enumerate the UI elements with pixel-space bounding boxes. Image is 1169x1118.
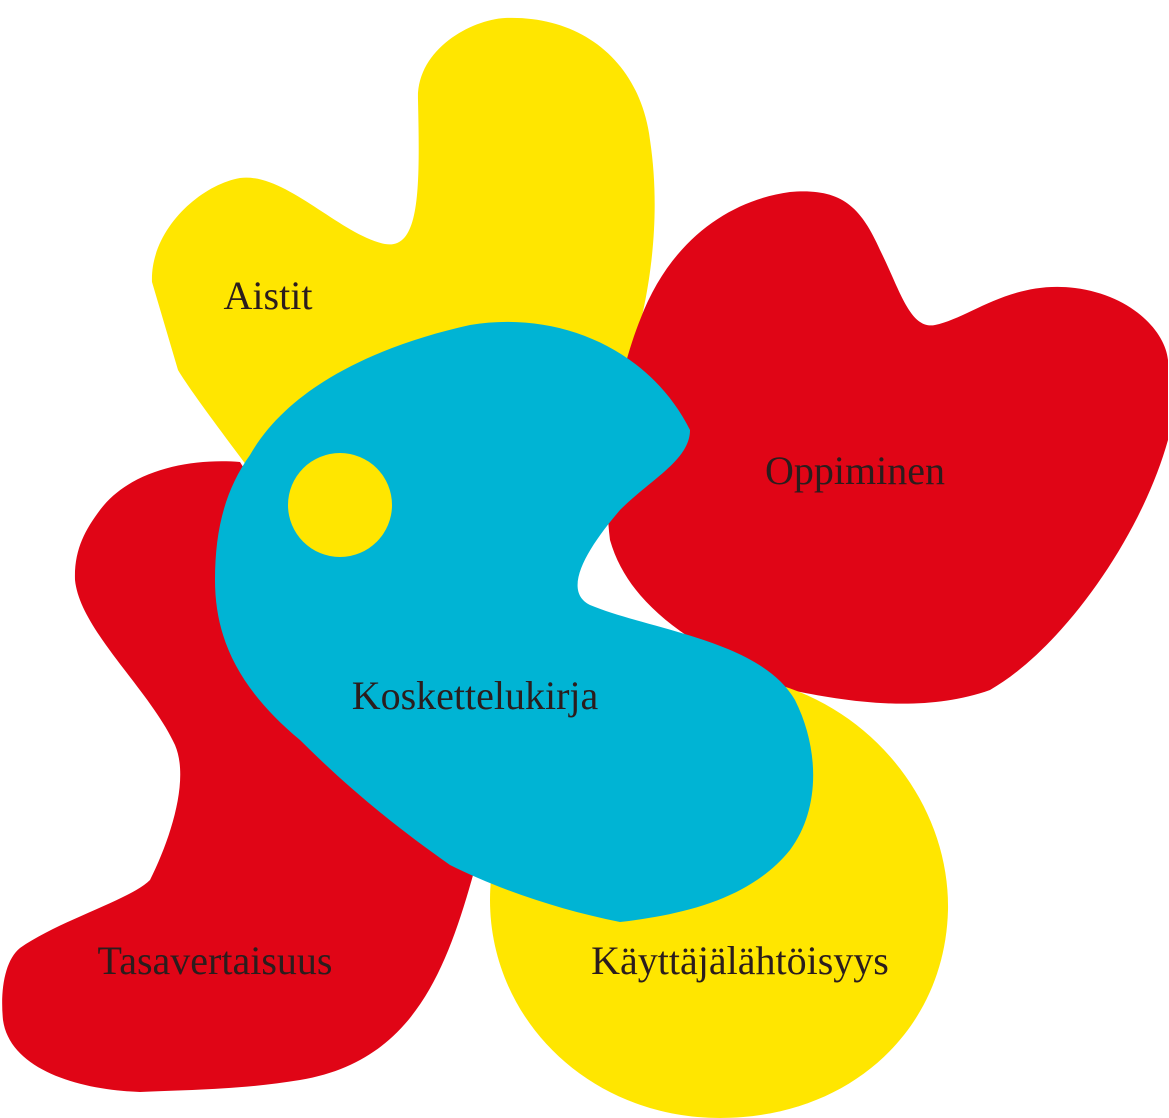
diagram: Aistit Oppiminen Koskettelukirja Tasaver… xyxy=(0,0,1169,1118)
node-label: Tasavertaisuus xyxy=(98,938,333,983)
node-label: Aistit xyxy=(224,273,313,318)
node-label: Koskettelukirja xyxy=(352,673,599,718)
dot-yellow xyxy=(288,453,392,557)
node-label: Käyttäjälähtöisyys xyxy=(591,938,889,983)
node-label: Oppiminen xyxy=(765,448,945,493)
